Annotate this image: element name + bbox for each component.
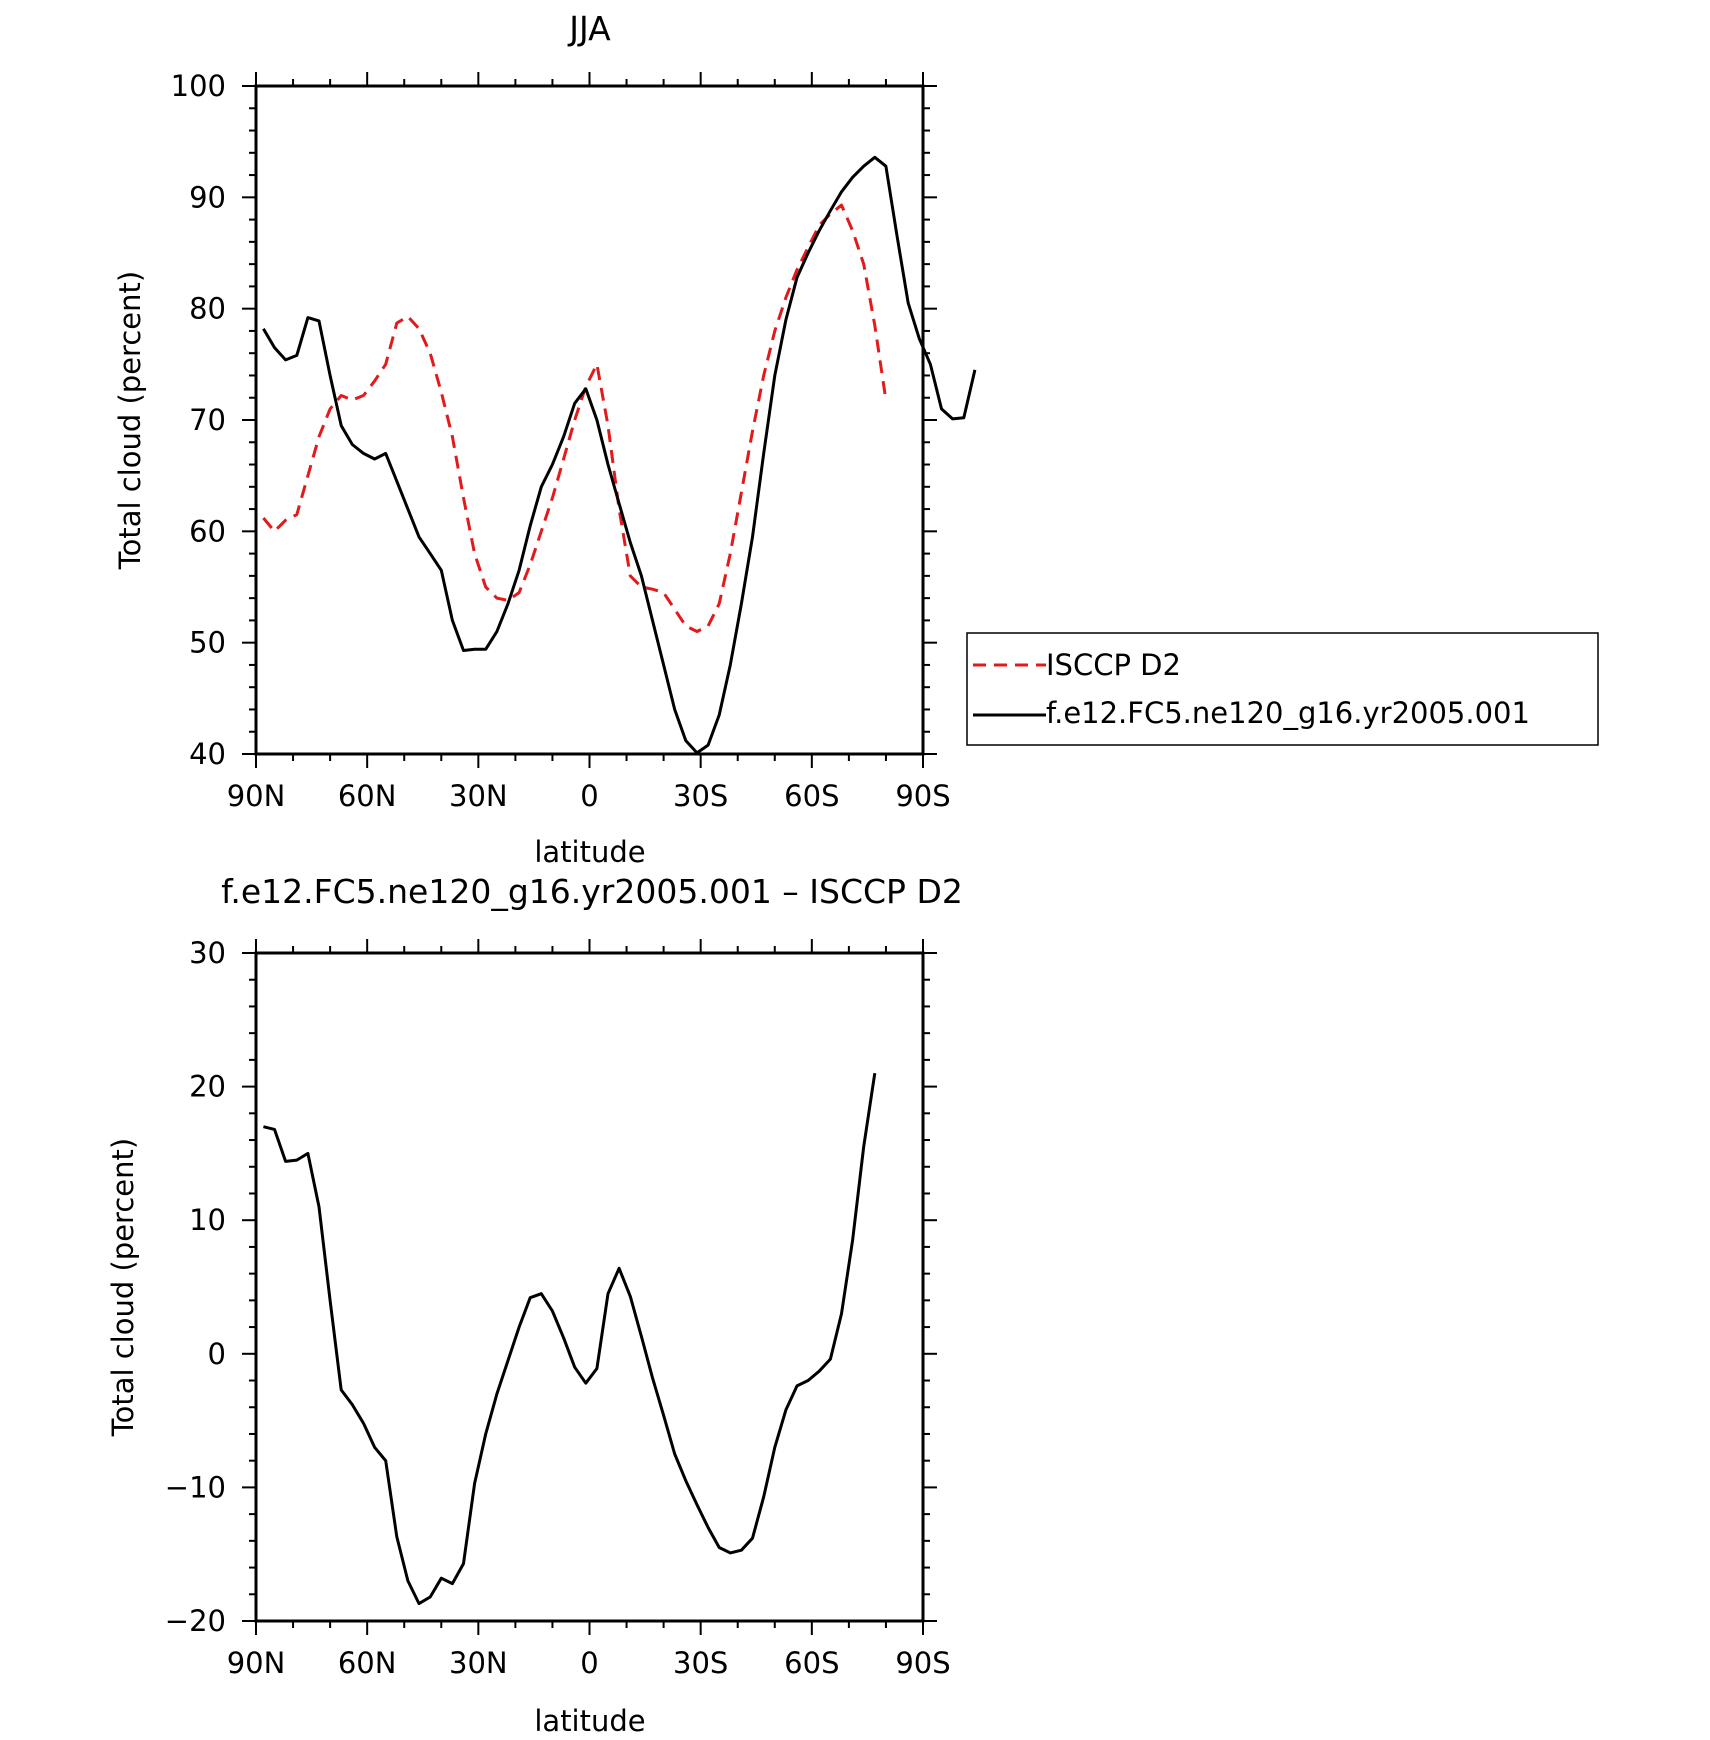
top-chart-y-tick-label: 90	[189, 180, 226, 214]
top-chart-x-tick-label: 30S	[673, 779, 728, 813]
bottom-chart-x-tick-label: 30S	[673, 1646, 728, 1680]
bottom-chart-plot-frame	[254, 951, 925, 1623]
top-chart-x-axis-label: latitude	[534, 835, 645, 869]
bottom-chart-x-tick-label: 30N	[449, 1646, 508, 1680]
bottom-chart-series	[263, 1072, 877, 1606]
top-chart-y-tick-label: 60	[189, 514, 226, 548]
bottom-chart-x-tick-label: 90N	[227, 1646, 286, 1680]
top-chart-series-line-1	[262, 203, 888, 633]
top-chart-x-tick-label: 90N	[227, 779, 286, 813]
bottom-chart-axes: 90N 60N 30N 0 30S 60S 90S −20 −10 0 10 20 30	[165, 936, 951, 1680]
top-chart-y-axis-label: Total cloud (percent)	[113, 271, 147, 570]
top-chart-series-line-2	[262, 155, 977, 755]
bottom-chart-y-tick-label: 0	[208, 1337, 226, 1371]
top-chart-y-tick-label: 40	[189, 737, 226, 771]
legend: ISCCP D2 f.e12.FC5.ne120_g16.yr2005.001	[966, 632, 1599, 746]
bottom-chart-x-tick-label: 60N	[338, 1646, 397, 1680]
bottom-chart-title: f.e12.FC5.ne120_g16.yr2005.001 – ISCCP D…	[221, 872, 963, 911]
top-chart-y-tick-label: 70	[189, 403, 226, 437]
top-chart-x-tick-label: 60S	[784, 779, 839, 813]
bottom-chart-x-tick-label: 60S	[784, 1646, 839, 1680]
top-chart-series	[262, 155, 977, 755]
bottom-chart-y-tick-label: 20	[189, 1070, 226, 1104]
bottom-chart-y-tick-label: −10	[165, 1470, 226, 1504]
legend-box	[966, 632, 1599, 746]
legend-label-model: f.e12.FC5.ne120_g16.yr2005.001	[1046, 696, 1530, 730]
bottom-chart-y-tick-label: −20	[165, 1604, 226, 1638]
top-chart-axes: 90N 60N 30N 0 30S 60S 90S 40 50 60 70 80 90 100	[171, 69, 951, 813]
legend-label-isccp-d2: ISCCP D2	[1046, 648, 1181, 682]
bottom-chart-y-tick-label: 30	[189, 936, 226, 970]
top-chart-x-tick-label: 0	[580, 779, 598, 813]
top-chart-x-tick-label: 90S	[895, 779, 950, 813]
top-chart-y-tick-label: 100	[171, 69, 226, 103]
bottom-chart-y-tick-label: 10	[189, 1203, 226, 1237]
top-chart-panel: JJA 90N 60N 30N 0 30S 60S 90S 40 50 60 70 80 90 100 l…	[113, 9, 1599, 869]
top-chart-plot-frame	[254, 84, 925, 756]
top-chart-y-tick-label: 50	[189, 626, 226, 660]
top-chart-title: JJA	[567, 9, 611, 48]
bottom-chart-x-tick-label: 0	[580, 1646, 598, 1680]
bottom-chart-series-line-1	[263, 1072, 877, 1606]
bottom-chart-x-tick-label: 90S	[895, 1646, 950, 1680]
top-chart-y-tick-label: 80	[189, 292, 226, 326]
bottom-chart-panel: f.e12.FC5.ne120_g16.yr2005.001 – ISCCP D…	[106, 872, 963, 1738]
bottom-chart-x-axis-label: latitude	[534, 1704, 645, 1738]
bottom-chart-y-axis-label: Total cloud (percent)	[106, 1138, 140, 1437]
top-chart-x-tick-label: 60N	[338, 779, 397, 813]
top-chart-x-tick-label: 30N	[449, 779, 508, 813]
